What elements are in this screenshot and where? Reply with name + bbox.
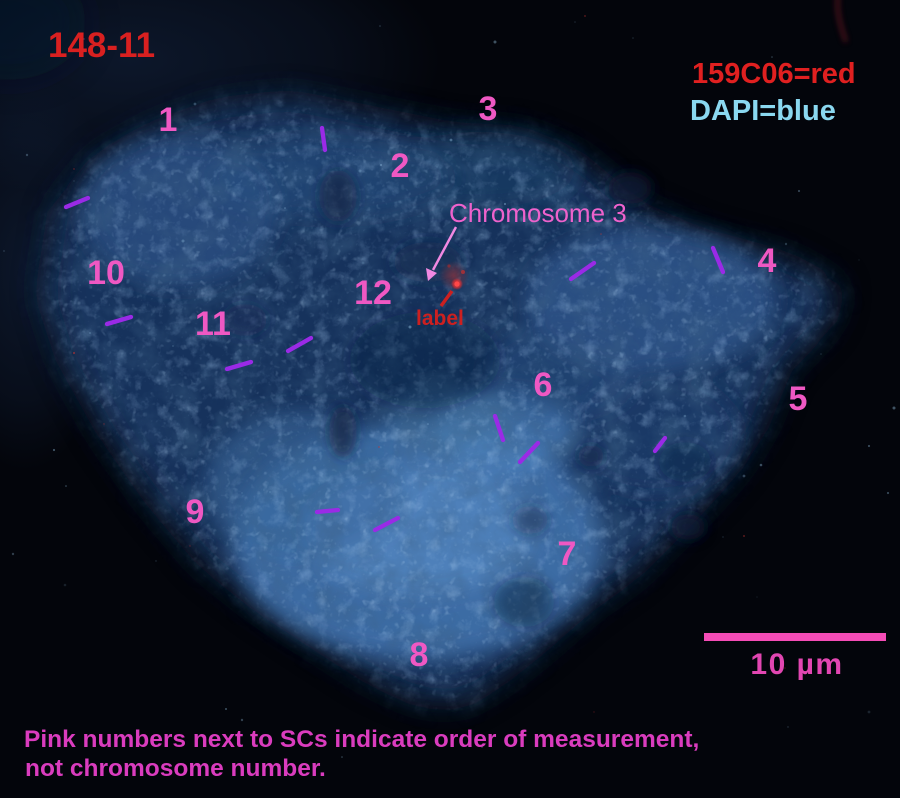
svg-text:9: 9	[186, 493, 205, 531]
svg-text:11: 11	[195, 305, 231, 343]
svg-text:3: 3	[479, 90, 498, 128]
svg-text:159C06=red: 159C06=red	[692, 58, 856, 90]
svg-text:10 µm: 10 µm	[750, 648, 843, 681]
svg-text:8: 8	[410, 636, 429, 674]
svg-text:12: 12	[354, 274, 392, 312]
svg-text:2: 2	[391, 147, 410, 185]
svg-text:6: 6	[534, 366, 553, 404]
svg-text:1: 1	[159, 101, 178, 139]
svg-text:DAPI=blue: DAPI=blue	[690, 95, 836, 127]
svg-text:10: 10	[87, 254, 125, 292]
svg-text:5: 5	[789, 380, 808, 418]
svg-text:Chromosome 3: Chromosome 3	[449, 198, 627, 228]
svg-text:Pink numbers next to SCs indic: Pink numbers next to SCs indicate order …	[24, 726, 699, 753]
svg-text:4: 4	[758, 242, 777, 280]
svg-text:label: label	[416, 307, 464, 330]
svg-text:148-11: 148-11	[48, 26, 155, 65]
svg-text:not chromosome number.: not chromosome number.	[25, 755, 326, 782]
svg-text:7: 7	[558, 535, 577, 573]
